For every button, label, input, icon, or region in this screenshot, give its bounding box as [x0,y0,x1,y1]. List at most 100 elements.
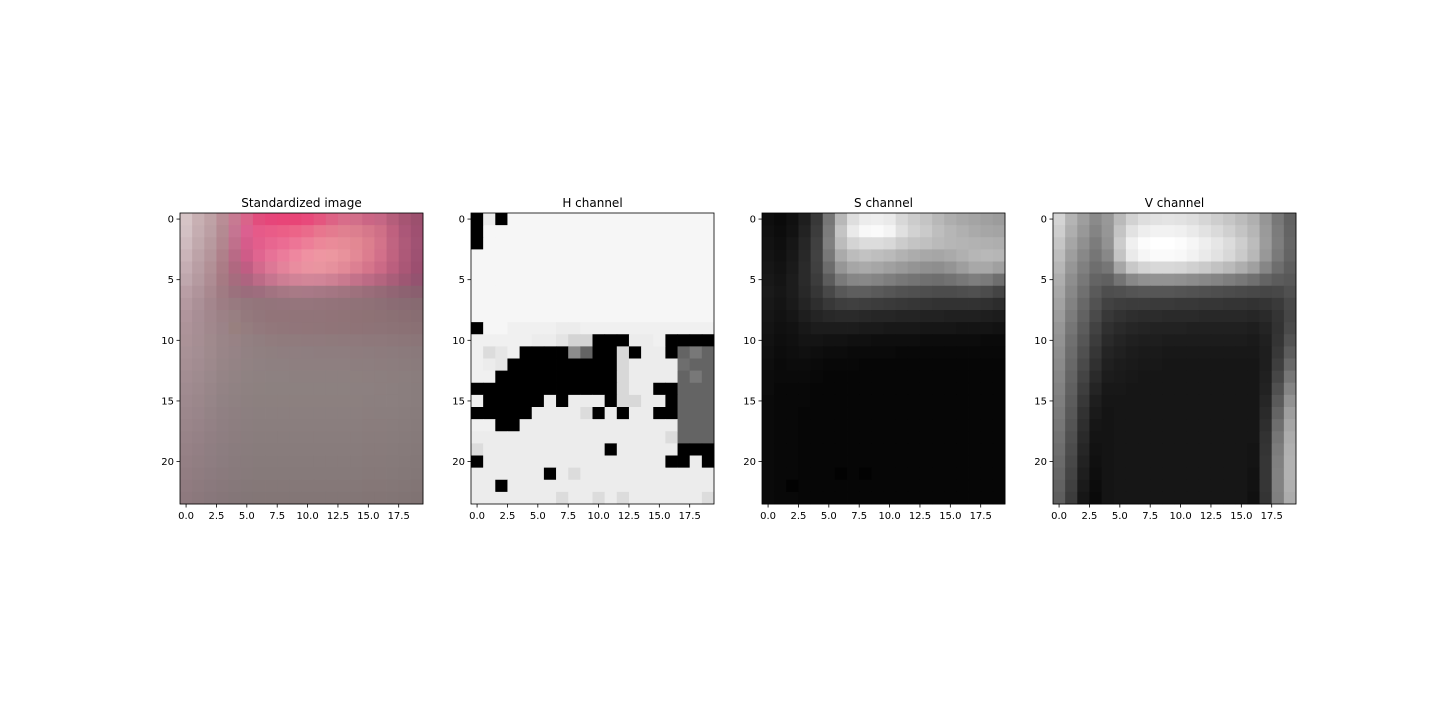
pixel-cell [919,419,933,432]
pixel-cell [252,285,266,299]
pixel-cell [386,273,400,287]
pixel-cell [798,334,811,347]
pixel-cell [350,310,363,323]
pixel-cell [1283,431,1297,444]
pixel-cell [1198,261,1212,275]
pixel-cell [895,322,909,335]
pixel-cell [1125,249,1139,262]
pixel-cell [665,419,678,432]
pixel-cell [301,285,315,299]
pixel-cell [956,382,969,396]
pixel-cell [665,479,678,493]
pixel-cell [980,467,994,481]
pixel-cell [1283,346,1297,359]
pixel-cell [1065,322,1078,335]
pixel-cell [471,334,484,347]
pixel-cell [313,310,327,323]
pixel-cell [1113,479,1127,493]
pixel-cell [543,394,557,408]
pixel-cell [932,443,945,456]
pixel-cell [980,370,994,384]
y-tick-label: 0 [459,215,465,226]
pixel-cell [1223,297,1236,311]
pixel-cell [289,491,302,505]
pixel-cell [1247,225,1260,238]
pixel-cell [1271,491,1285,505]
pixel-cell [240,213,254,226]
pixel-cell [895,419,909,432]
pixel-cell [265,382,278,396]
pixel-cell [350,237,363,250]
pixel-cell [1271,455,1285,469]
pixel-cell [362,467,375,481]
pixel-cell [604,370,618,384]
pixel-cell [398,467,412,481]
pixel-cell [604,382,618,396]
pixel-cell [1077,273,1090,287]
pixel-cell [665,273,678,287]
pixel-cell [1053,491,1066,505]
pixel-cell [786,322,799,335]
pixel-cell [1186,334,1200,347]
pixel-cell [616,237,630,250]
pixel-cell [980,237,994,250]
pixel-cell [1186,382,1200,396]
pixel-cell [774,273,787,287]
pixel-cell [762,370,775,384]
pixel-cell [762,394,775,408]
pixel-cell [592,467,606,481]
pixel-cell [980,346,994,359]
pixel-cell [216,407,229,420]
pixel-cell [944,322,957,335]
pixel-cell [822,285,836,299]
pixel-cell [1150,491,1163,505]
pixel-cell [410,213,424,226]
pixel-cell [495,322,508,335]
pixel-cell [386,310,400,323]
pixel-cell [265,370,278,384]
pixel-cell [180,285,193,299]
pixel-cell [1101,310,1115,323]
pixel-cell [495,455,508,469]
pixel-cell [883,310,897,323]
pixel-cell [265,467,278,481]
pixel-cell [628,382,642,396]
pixel-cell [556,237,569,250]
pixel-cell [313,273,327,287]
pixel-cell [907,261,921,275]
pixel-cell [1113,394,1127,408]
pixel-cell [265,310,278,323]
pixel-cell [325,443,339,456]
pixel-cell [1125,237,1139,250]
pixel-cell [568,285,581,299]
pixel-cell [1259,346,1273,359]
pixel-cell [786,285,799,299]
pixel-cell [774,479,787,493]
pixel-cell [216,382,229,396]
pixel-cell [483,467,496,481]
pixel-cell [1101,431,1115,444]
pixel-cell [653,297,666,311]
pixel-cell [277,455,290,469]
pixel-cell [932,431,945,444]
pixel-cell [810,467,824,481]
pixel-cell [1271,310,1285,323]
pixel-cell [1138,431,1151,444]
pixel-cell [1235,467,1248,481]
pixel-cell [192,237,205,250]
pixel-cell [641,261,654,275]
pixel-cell [932,261,945,275]
pixel-cell [398,346,412,359]
pixel-cell [386,261,400,275]
pixel-cell [325,382,339,396]
pixel-cell [1283,297,1297,311]
pixel-cell [362,431,375,444]
pixel-cell [677,467,691,481]
pixel-cell [240,249,254,262]
pixel-cell [277,310,290,323]
pixel-cell [641,225,654,238]
pixel-cell [628,297,642,311]
pixel-cell [762,249,775,262]
pixel-cell [810,322,824,335]
pixel-cell [531,491,545,505]
